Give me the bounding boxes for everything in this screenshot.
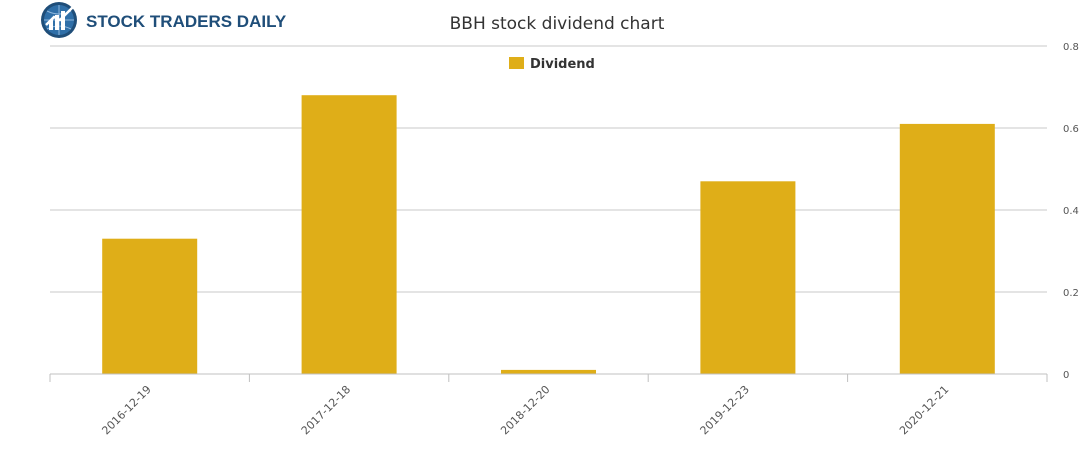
x-tick-label: 2019-12-23 [698, 383, 752, 437]
globe-chart-icon [41, 2, 77, 38]
chart-title: BBH stock dividend chart [450, 14, 665, 34]
y-tick-label: 0.4 [1063, 206, 1079, 217]
x-tick-label: 2016-12-19 [99, 383, 153, 437]
bar[interactable] [301, 95, 397, 374]
x-axis-ticks [49, 374, 1048, 382]
brand-name: STOCK TRADERS DAILY [86, 12, 287, 31]
bar[interactable] [102, 238, 198, 374]
bar[interactable] [899, 123, 995, 375]
legend-swatch [509, 57, 524, 69]
brand-logo: STOCK TRADERS DAILY [41, 2, 287, 38]
x-axis-tick-labels: 2016-12-19 2017-12-18 2018-12-20 2019-12-23… [99, 383, 951, 437]
bar[interactable] [700, 181, 796, 374]
y-axis-tick-labels: 0 0.2 0.4 0.6 0.8 [1063, 42, 1079, 381]
y-tick-label: 0.2 [1063, 288, 1079, 299]
x-tick-label: 2020-12-21 [897, 383, 951, 437]
y-tick-label: 0.6 [1063, 124, 1079, 135]
y-tick-label: 0.8 [1063, 42, 1079, 53]
y-tick-label: 0 [1063, 370, 1069, 381]
gridlines [50, 45, 1047, 293]
legend-label: Dividend [530, 57, 595, 72]
bar[interactable] [501, 369, 596, 374]
legend[interactable]: Dividend [509, 57, 595, 72]
bars [102, 95, 995, 375]
x-tick-label: 2018-12-20 [498, 383, 552, 437]
x-tick-label: 2017-12-18 [299, 383, 353, 437]
